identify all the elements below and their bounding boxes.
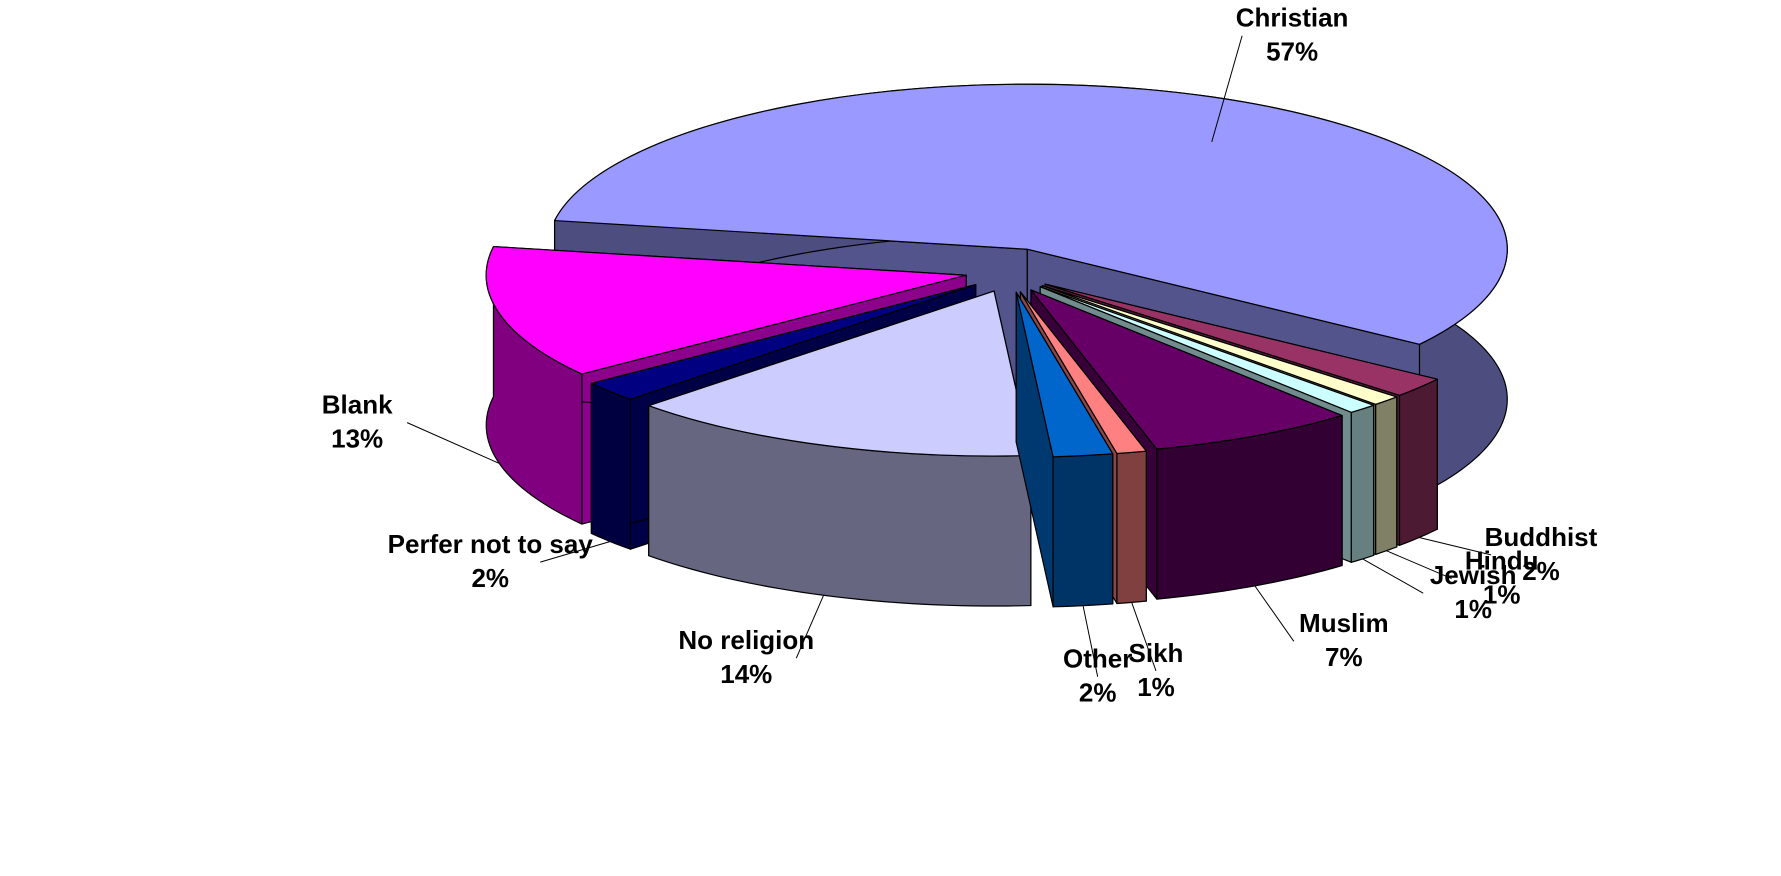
slice-label: No religion <box>678 625 814 655</box>
slice-top <box>590 283 977 400</box>
slice-value-label: 13% <box>331 424 383 454</box>
slice-outer-wall <box>1398 378 1438 546</box>
slice-value-label: 14% <box>720 659 772 689</box>
slice-top <box>1041 285 1398 405</box>
slice-outer-wall <box>1052 453 1114 608</box>
slice <box>1015 291 1114 608</box>
slice-label: Muslim <box>1299 608 1389 638</box>
slice-top <box>1015 291 1114 458</box>
slice-outer-wall <box>1116 450 1147 605</box>
leader-line <box>1082 605 1099 677</box>
slice-label: Blank <box>322 390 393 420</box>
slice-value-label: 1% <box>1454 594 1492 624</box>
slice-value-label: 2% <box>1079 678 1117 708</box>
slice-outer-wall <box>1350 404 1375 563</box>
slice-label: Hindu <box>1465 545 1539 575</box>
slice-value-label: 1% <box>1137 672 1175 702</box>
slice <box>648 290 1032 607</box>
leader-line <box>795 595 825 659</box>
slice-top <box>1044 283 1438 396</box>
slice-top <box>1039 286 1375 413</box>
leader-line <box>1419 537 1492 556</box>
slice <box>1030 289 1343 600</box>
slice-top <box>648 290 1032 457</box>
slice-value-label: 7% <box>1325 642 1363 672</box>
slice-label: Christian <box>1236 3 1349 33</box>
slice-outer-wall <box>590 382 632 550</box>
leader-line <box>1254 585 1295 642</box>
leader-line <box>1386 550 1452 580</box>
leader-line <box>406 422 500 464</box>
slice-value-label: 2% <box>1522 556 1560 586</box>
leader-line <box>1131 602 1157 672</box>
slice-label: Jewish <box>1430 560 1517 590</box>
slice-top <box>485 245 967 375</box>
slice-label: Other <box>1063 644 1132 674</box>
slice-value-label: 1% <box>1483 579 1521 609</box>
slice-label: Buddhist <box>1485 522 1598 552</box>
leader-line <box>1211 35 1243 143</box>
slice-value-label: 2% <box>471 563 509 593</box>
slice-outer-wall <box>1375 396 1398 555</box>
slice-top <box>553 83 1508 345</box>
slice-value-label: 57% <box>1266 37 1318 67</box>
slice-top <box>1019 291 1147 455</box>
slice-label: Perfer not to say <box>388 529 594 559</box>
slice-top <box>1030 289 1343 450</box>
leader-line <box>540 541 611 563</box>
slices <box>485 83 1508 608</box>
slice-label: Sikh <box>1129 638 1184 668</box>
leader-line <box>1362 558 1424 594</box>
